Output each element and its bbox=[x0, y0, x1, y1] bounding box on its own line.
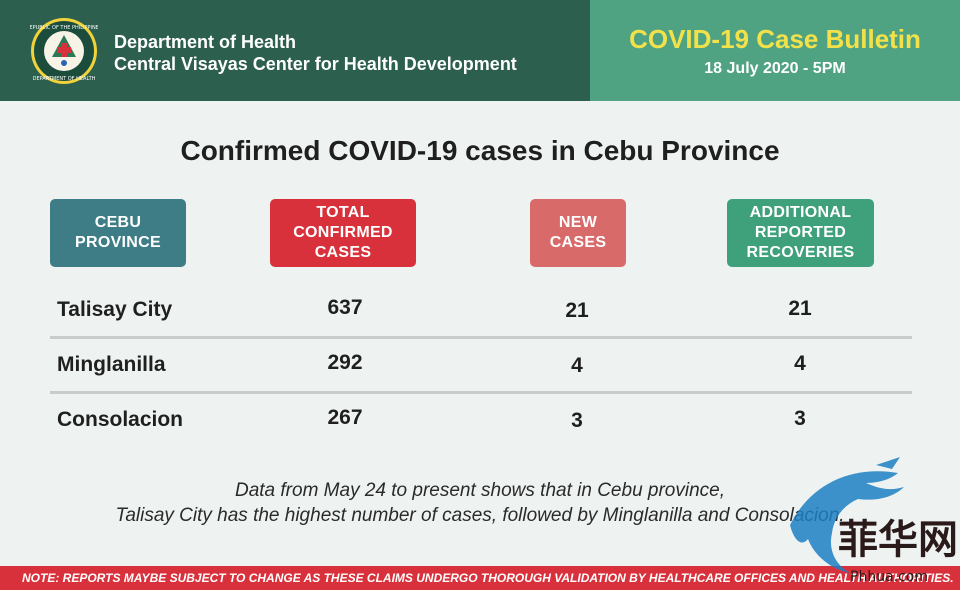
column-header-total-line: CASES bbox=[314, 244, 372, 261]
svg-text:DEPARTMENT OF HEALTH: DEPARTMENT OF HEALTH bbox=[33, 76, 96, 82]
header-right-panel bbox=[590, 0, 960, 101]
column-header-recoveries: ADDITIONAL REPORTED RECOVERIES bbox=[727, 199, 874, 267]
column-header-recoveries-line: REPORTED bbox=[754, 224, 847, 241]
footnote-line: Data from May 24 to present shows that i… bbox=[234, 480, 726, 501]
column-header-province-line: CEBU bbox=[94, 214, 142, 231]
page-title: Confirmed COVID-19 cases in Cebu Provinc… bbox=[180, 135, 780, 166]
column-header-total: TOTAL CONFIRMED CASES bbox=[270, 199, 416, 267]
row-new: 4 bbox=[571, 354, 583, 377]
doh-seal-icon: REPUBLIC OF THE PHILIPPINES DEPARTMENT O… bbox=[30, 18, 98, 84]
column-header-recoveries-line: ADDITIONAL bbox=[749, 204, 852, 221]
row-name: Talisay City bbox=[57, 298, 173, 321]
header-left-panel bbox=[0, 0, 590, 101]
row-name: Minglanilla bbox=[57, 353, 166, 376]
row-total: 267 bbox=[327, 406, 363, 429]
footnote: Data from May 24 to present shows that i… bbox=[0, 478, 960, 528]
row-divider bbox=[50, 336, 912, 339]
row-recoveries: 3 bbox=[794, 407, 806, 430]
table-row: Talisay City 637 21 21 bbox=[50, 283, 912, 337]
column-header-recoveries-line: RECOVERIES bbox=[746, 244, 855, 261]
row-new: 21 bbox=[565, 299, 589, 322]
column-header-new-line: CASES bbox=[549, 234, 607, 251]
org-subtitle: Central Visayas Center for Health Develo… bbox=[114, 54, 517, 74]
row-divider bbox=[50, 391, 912, 394]
bulletin-date: 18 July 2020 - 5PM bbox=[704, 60, 846, 77]
row-name: Consolacion bbox=[57, 408, 184, 431]
table-row: Consolacion 267 3 3 bbox=[50, 393, 912, 447]
column-header-new: NEW CASES bbox=[530, 199, 626, 267]
disclaimer-text: NOTE: REPORTS MAYBE SUBJECT TO CHANGE AS… bbox=[22, 571, 954, 585]
row-recoveries: 4 bbox=[794, 352, 806, 375]
column-header-province-line: PROVINCE bbox=[75, 234, 161, 251]
org-name: Department of Health bbox=[114, 32, 297, 52]
column-header-province: CEBU PROVINCE bbox=[50, 199, 186, 267]
row-total: 292 bbox=[327, 351, 363, 374]
row-recoveries: 21 bbox=[788, 297, 812, 320]
disclaimer-bar: NOTE: REPORTS MAYBE SUBJECT TO CHANGE AS… bbox=[0, 566, 960, 590]
footnote-line: Talisay City has the highest number of c… bbox=[115, 505, 845, 526]
row-new: 3 bbox=[571, 409, 583, 432]
column-header-new-line: NEW bbox=[558, 214, 598, 231]
bulletin-title: COVID-19 Case Bulletin bbox=[629, 24, 921, 54]
column-header-total-line: CONFIRMED bbox=[293, 224, 393, 241]
column-header-total-line: TOTAL bbox=[316, 204, 370, 221]
table-row: Minglanilla 292 4 4 bbox=[50, 338, 912, 392]
row-total: 637 bbox=[327, 296, 363, 319]
svg-text:REPUBLIC OF THE PHILIPPINES: REPUBLIC OF THE PHILIPPINES bbox=[30, 25, 98, 31]
